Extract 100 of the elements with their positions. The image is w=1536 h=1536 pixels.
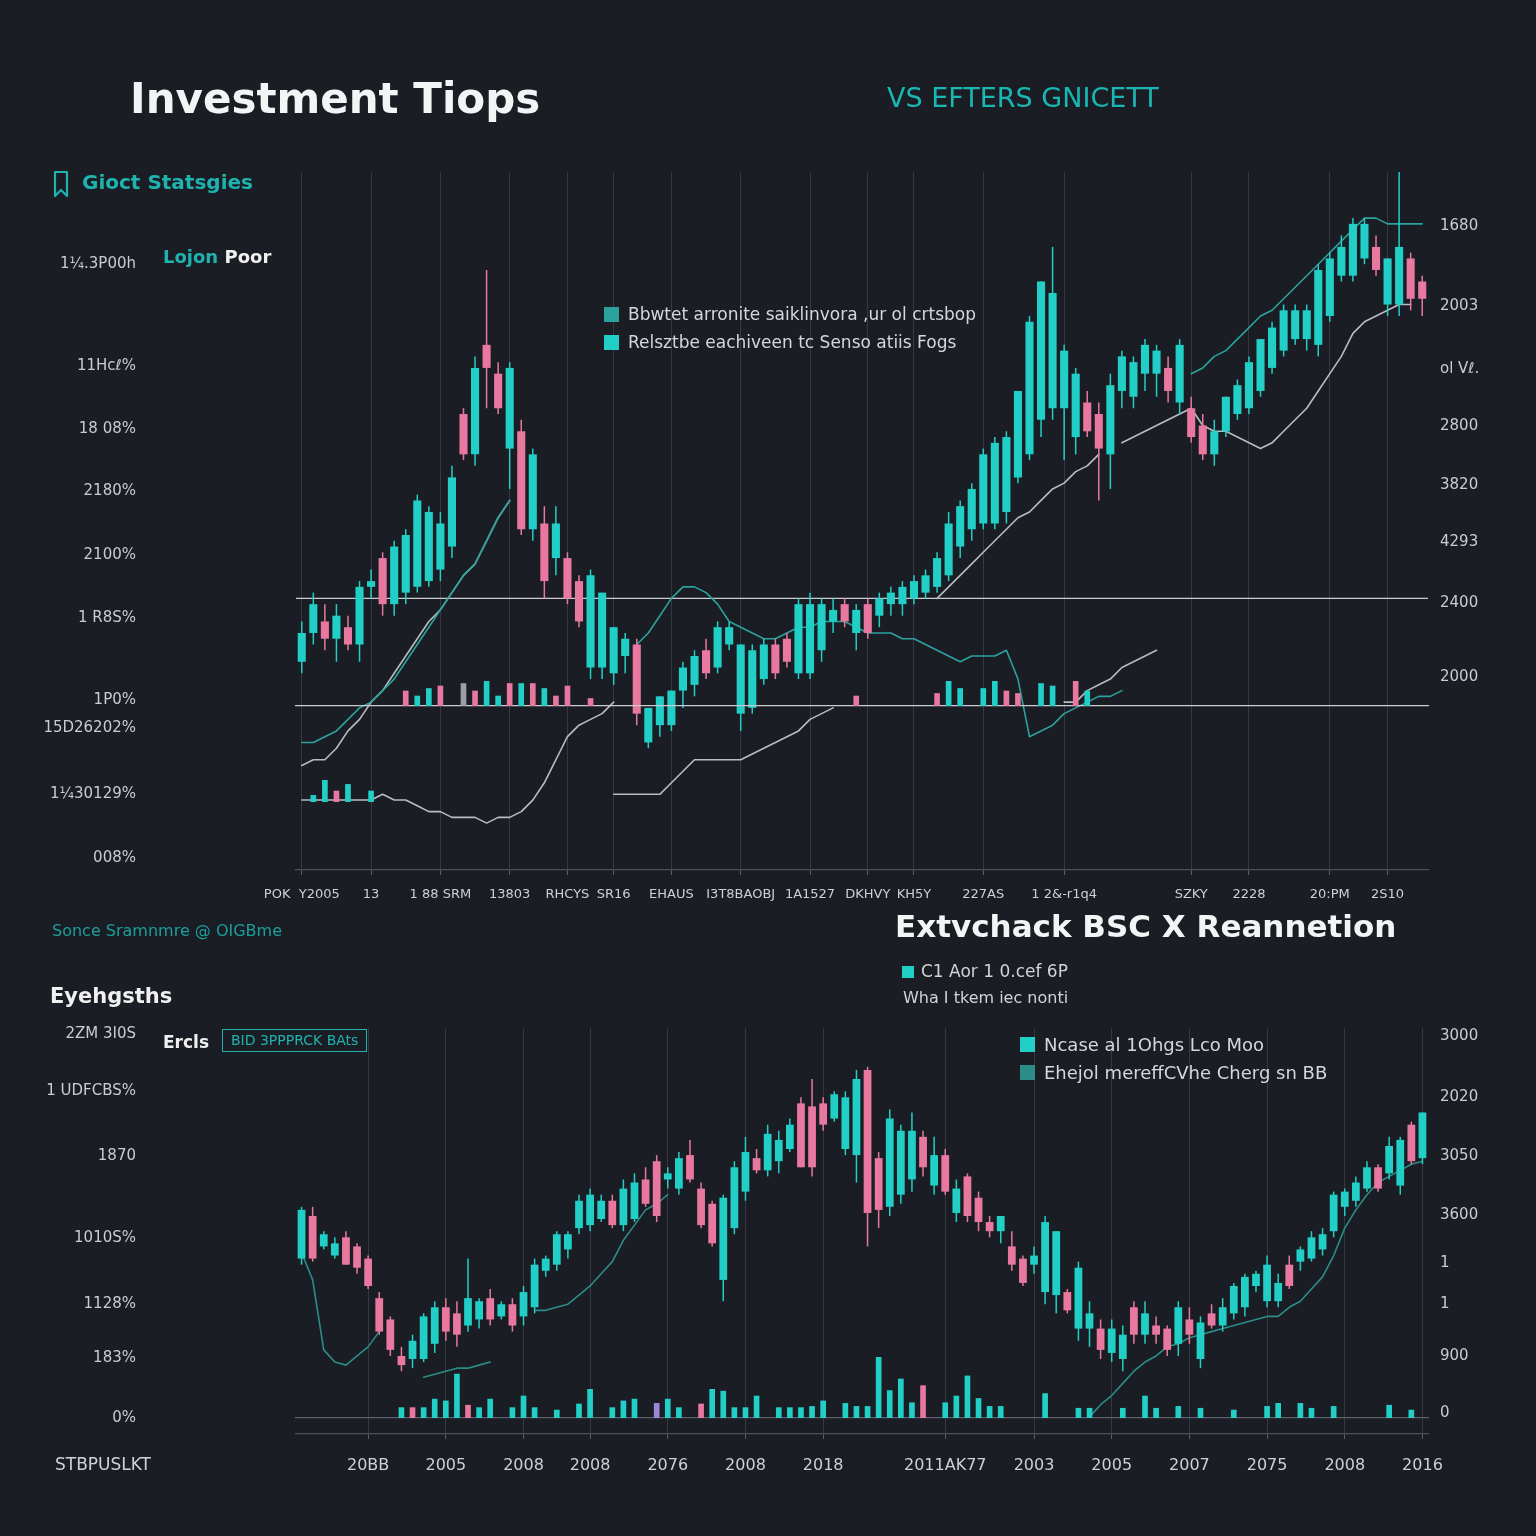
bar bbox=[518, 683, 525, 706]
candlestick bbox=[1085, 1300, 1094, 1348]
bar bbox=[1275, 1403, 1282, 1418]
bar bbox=[698, 1403, 704, 1418]
x-tick-label: RHCYS bbox=[545, 886, 590, 902]
text: 900 bbox=[1440, 1346, 1469, 1364]
x-tick-label: 2011AK77 bbox=[903, 1454, 987, 1474]
text: 0% bbox=[112, 1408, 136, 1426]
bar bbox=[886, 1390, 893, 1418]
candlestick bbox=[332, 603, 341, 663]
text: 3000 bbox=[1440, 1026, 1479, 1044]
bar bbox=[775, 1407, 782, 1418]
x-tick-label: 2S10 bbox=[1371, 886, 1405, 902]
x-tick-label: 13 bbox=[362, 886, 380, 902]
candlestick bbox=[875, 591, 884, 628]
bar bbox=[709, 1389, 716, 1418]
text: 3050 bbox=[1440, 1146, 1479, 1164]
bar bbox=[720, 1390, 727, 1418]
text: 1 UDFCBS% bbox=[46, 1081, 136, 1099]
candlestick bbox=[1218, 1297, 1227, 1333]
candlestick bbox=[320, 603, 329, 652]
x-tick-label: 2076 bbox=[647, 1454, 689, 1474]
x-tick-label: SZKY bbox=[1174, 886, 1208, 902]
bar bbox=[587, 1389, 593, 1418]
candlestick bbox=[840, 597, 849, 628]
bar bbox=[322, 780, 328, 802]
bar bbox=[487, 1398, 494, 1418]
bar bbox=[442, 1400, 449, 1418]
candlestick bbox=[1418, 274, 1427, 317]
text: 1680 bbox=[1440, 216, 1479, 234]
text: STBPUSLKT bbox=[55, 1454, 152, 1475]
bar bbox=[509, 1407, 516, 1418]
candlestick bbox=[1374, 1163, 1382, 1193]
x-tick-label: 2016 bbox=[1402, 1454, 1443, 1474]
bar bbox=[506, 683, 513, 706]
candlestick bbox=[1141, 1300, 1149, 1345]
text: 2020 bbox=[1440, 1087, 1479, 1105]
x-tick-label: 13803 bbox=[489, 886, 531, 902]
bar bbox=[409, 1407, 416, 1418]
x-tick-label: 2008 bbox=[569, 1454, 611, 1474]
text: Sonce Sramnmre @ OIGBme bbox=[52, 921, 283, 941]
bar bbox=[531, 1407, 538, 1418]
bar bbox=[980, 688, 987, 706]
bar bbox=[787, 1407, 793, 1418]
bar bbox=[934, 693, 940, 706]
text: 4293 bbox=[1440, 532, 1479, 550]
bar bbox=[853, 1406, 860, 1418]
bar bbox=[798, 1407, 804, 1418]
candlestick bbox=[702, 637, 711, 680]
text: 1010S% bbox=[74, 1228, 136, 1246]
candlestick bbox=[774, 1130, 783, 1175]
text: 2ZM 3I0S bbox=[65, 1024, 136, 1042]
candlestick bbox=[475, 1297, 483, 1330]
x-tick-label: 2008 bbox=[1324, 1454, 1366, 1474]
candlestick bbox=[1296, 1245, 1305, 1272]
bar bbox=[992, 681, 998, 706]
x-tick-label: 2075 bbox=[1246, 1454, 1288, 1474]
bar bbox=[1230, 1409, 1237, 1418]
candlestick bbox=[782, 632, 791, 669]
candlestick bbox=[1210, 419, 1219, 467]
candlestick bbox=[1252, 1270, 1260, 1293]
bar bbox=[942, 1402, 949, 1418]
bar bbox=[472, 690, 478, 706]
text: 3600 bbox=[1440, 1205, 1479, 1223]
candlestick bbox=[621, 632, 630, 675]
bar bbox=[664, 1398, 671, 1418]
candlestick bbox=[1307, 1230, 1316, 1263]
candlestick bbox=[1030, 1245, 1038, 1275]
bar bbox=[920, 1385, 926, 1418]
candlestick bbox=[367, 568, 376, 600]
candlestick bbox=[319, 1230, 328, 1251]
text: 2003 bbox=[1440, 296, 1479, 314]
candlestick bbox=[1152, 1315, 1160, 1345]
text: 15D26202% bbox=[43, 718, 136, 736]
text: 1P0% bbox=[93, 690, 136, 708]
x-tick-label: DKHVY bbox=[845, 886, 891, 902]
bar bbox=[529, 683, 536, 706]
text: ol Vℓ. bbox=[1440, 359, 1480, 377]
candlestick bbox=[725, 620, 734, 652]
x-tick-label: I3T8BAOBJ bbox=[706, 886, 776, 902]
bar bbox=[1142, 1395, 1148, 1418]
bar bbox=[454, 1373, 460, 1418]
bar bbox=[676, 1407, 682, 1418]
bar bbox=[495, 695, 501, 706]
candlestick bbox=[996, 1215, 1005, 1245]
x-tick-label: POK Y2005 bbox=[263, 886, 340, 902]
bar bbox=[1386, 1404, 1392, 1418]
bar bbox=[414, 695, 421, 706]
bar bbox=[310, 795, 317, 802]
text: 1128% bbox=[83, 1294, 136, 1312]
x-tick-label: 20:PM bbox=[1309, 886, 1350, 902]
x-tick-label: 2228 bbox=[1232, 886, 1266, 902]
candlestick bbox=[1285, 1254, 1294, 1290]
candlestick bbox=[663, 1166, 672, 1190]
candlestick bbox=[1340, 1187, 1349, 1217]
legend-label: Ehejol mereffCVhe Cherg sn BB bbox=[1044, 1061, 1328, 1083]
bar bbox=[1175, 1406, 1182, 1418]
bar bbox=[909, 1402, 915, 1418]
bar bbox=[587, 698, 594, 706]
candlestick bbox=[829, 597, 838, 634]
